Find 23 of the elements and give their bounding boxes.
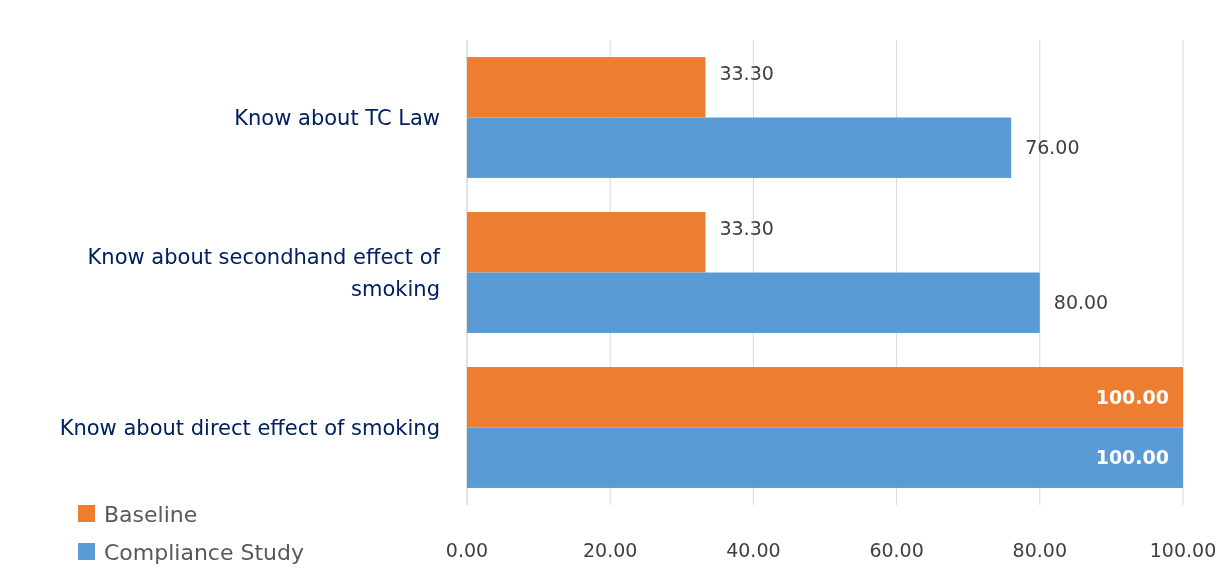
bar (467, 427, 1183, 488)
x-tick-label: 20.00 (583, 539, 638, 561)
data-label: 33.30 (719, 61, 774, 84)
data-label: 80.00 (1053, 291, 1109, 314)
y-tick-label: Know about secondhand effect of smoking (87, 244, 441, 301)
data-label: 76.00 (1025, 136, 1080, 159)
legend-label: Compliance Study (104, 539, 305, 565)
bar (467, 57, 706, 118)
x-tick-label: 0.00 (445, 539, 489, 561)
x-tick-label: 40.00 (726, 539, 781, 561)
y-tick-label: Know about direct effect of smoking (59, 415, 440, 440)
bar (467, 272, 1040, 333)
bar (467, 117, 1012, 178)
legend-label: Baseline (104, 501, 198, 527)
x-tick-label: 60.00 (869, 539, 924, 561)
data-label: 100.00 (1095, 385, 1169, 408)
y-tick-label: Know about TC Law (234, 105, 440, 130)
x-tick-label: 80.00 (1012, 539, 1067, 561)
x-tick-label: 100.00 (1149, 539, 1217, 561)
data-label: 100.00 (1095, 446, 1169, 469)
data-label: 33.30 (719, 216, 774, 239)
bar (467, 212, 706, 273)
bar (467, 367, 1183, 428)
